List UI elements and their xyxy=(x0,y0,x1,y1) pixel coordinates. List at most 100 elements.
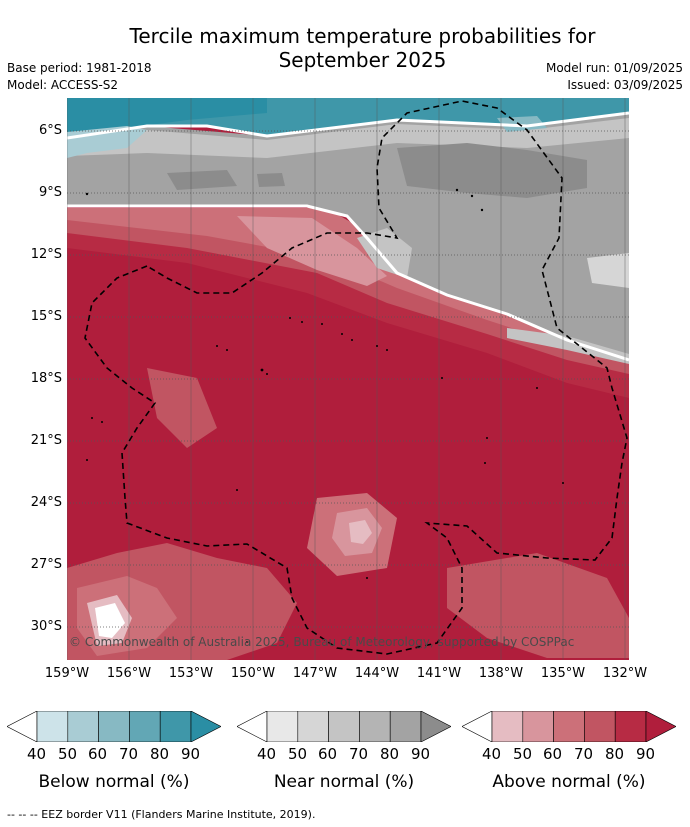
cb-above-tick-60: 60 xyxy=(543,745,563,763)
lon-tick-141w: 141°W xyxy=(416,666,462,681)
above-normal-title: Above normal (%) xyxy=(492,772,646,792)
lat-tick-6s: 6°S xyxy=(38,123,62,138)
southeast-patch-70 xyxy=(447,553,629,658)
near-patch-60 xyxy=(587,253,629,288)
near-patch-90-mid xyxy=(257,173,285,187)
eez-border xyxy=(84,100,628,655)
lat-tick-24s: 24°S xyxy=(30,495,62,510)
near-band-edge xyxy=(507,328,629,364)
title-line-2: September 2025 xyxy=(278,48,447,72)
cb-below-tick-60: 60 xyxy=(88,745,108,763)
cb-above-seg-4 xyxy=(584,710,616,743)
cb-below-seg-3 xyxy=(98,710,130,743)
cb-near-seg-1 xyxy=(266,710,299,743)
eez-legend-note: -- -- -- EEZ border V11 (Flanders Marine… xyxy=(7,808,316,821)
cb-below-seg-1 xyxy=(36,710,69,743)
cb-above-tick-90: 90 xyxy=(636,745,656,763)
lon-tick-147w: 147°W xyxy=(292,666,338,681)
cb-near-seg-5 xyxy=(389,710,422,743)
colorbar-above xyxy=(461,710,677,743)
lat-tick-30s: 30°S xyxy=(30,619,62,634)
cb-below-seg-6 xyxy=(190,710,222,743)
cb-below-tick-40: 40 xyxy=(27,745,47,763)
map-title: Tercile maximum temperature probabilitie… xyxy=(0,24,690,72)
near-patch-90-west xyxy=(167,170,237,190)
cb-above-seg-5 xyxy=(614,710,647,743)
lat-gridlines xyxy=(67,130,629,628)
base-period: Base period: 1981-2018 xyxy=(7,61,152,75)
cb-above-tick-40: 40 xyxy=(482,745,502,763)
colorbar-below-svg xyxy=(6,710,222,743)
lon-tick-150w: 150°W xyxy=(230,666,276,681)
cb-above-tick-80: 80 xyxy=(605,745,625,763)
west-patch-70 xyxy=(147,368,217,448)
cb-below-tick-80: 80 xyxy=(150,745,170,763)
above-patch-50 xyxy=(237,216,387,286)
model-run: Model run: 01/09/2025 xyxy=(545,61,683,75)
lon-tick-135w: 135°W xyxy=(540,666,586,681)
cb-above-tick-70: 70 xyxy=(574,745,594,763)
near-patch-90-east xyxy=(397,143,587,198)
lon-tick-156w: 156°W xyxy=(106,666,152,681)
cb-near-tick-90: 90 xyxy=(411,745,431,763)
cb-near-seg-2 xyxy=(297,710,329,743)
copyright-notice: © Commonwealth of Australia 2025, Bureau… xyxy=(69,635,575,649)
below-boundary xyxy=(67,111,629,140)
cb-below-tick-70: 70 xyxy=(119,745,139,763)
cb-above-seg-0 xyxy=(461,710,493,743)
probability-map xyxy=(67,98,629,660)
above-band-70 xyxy=(67,208,629,374)
cb-above-seg-6 xyxy=(645,710,677,743)
cb-near-tick-70: 70 xyxy=(349,745,369,763)
below-band-90 xyxy=(67,98,267,132)
cb-near-tick-80: 80 xyxy=(380,745,400,763)
below-patch-60 xyxy=(497,116,547,132)
islands xyxy=(85,188,564,643)
cb-near-tick-50: 50 xyxy=(288,745,308,763)
lon-tick-132w: 132°W xyxy=(602,666,648,681)
lat-tick-27s: 27°S xyxy=(30,557,62,572)
cb-near-seg-6 xyxy=(420,710,452,743)
lat-tick-21s: 21°S xyxy=(30,433,62,448)
lon-tick-153w: 153°W xyxy=(168,666,214,681)
above-boundary xyxy=(67,204,629,362)
issued-date: Issued: 03/09/2025 xyxy=(567,78,683,92)
cb-near-seg-0 xyxy=(236,710,268,743)
meta-right: Model run: 01/09/2025 Issued: 03/09/2025 xyxy=(546,60,683,94)
lon-tick-144w: 144°W xyxy=(354,666,400,681)
cb-below-tick-50: 50 xyxy=(58,745,78,763)
cb-below-seg-0 xyxy=(6,710,38,743)
model-name: Model: ACCESS-S2 xyxy=(7,78,119,92)
colorbar-above-svg xyxy=(461,710,677,743)
lat-tick-9s: 9°S xyxy=(38,185,62,200)
cb-below-tick-90: 90 xyxy=(181,745,201,763)
lon-tick-159w: 159°W xyxy=(44,666,90,681)
cb-above-seg-1 xyxy=(491,710,524,743)
cb-near-tick-40: 40 xyxy=(257,745,277,763)
lon-tick-138w: 138°W xyxy=(478,666,524,681)
cb-below-seg-5 xyxy=(159,710,192,743)
colorbar-below xyxy=(6,710,222,743)
cb-below-seg-2 xyxy=(67,710,99,743)
cb-below-seg-4 xyxy=(129,710,161,743)
near-band-70 xyxy=(67,118,629,158)
above-band-80 xyxy=(67,208,629,398)
cb-near-tick-60: 60 xyxy=(318,745,338,763)
lat-tick-12s: 12°S xyxy=(30,247,62,262)
lat-tick-15s: 15°S xyxy=(30,309,62,324)
lon-gridlines xyxy=(67,98,626,660)
cb-above-seg-3 xyxy=(553,710,585,743)
cb-above-seg-2 xyxy=(522,710,554,743)
meta-left: Base period: 1981-2018 Model: ACCESS-S2 xyxy=(7,60,152,94)
cb-near-seg-3 xyxy=(328,710,360,743)
cb-above-tick-50: 50 xyxy=(513,745,533,763)
central-patch-40 xyxy=(349,520,372,544)
map-canvas xyxy=(67,98,629,660)
colorbar-near xyxy=(236,710,452,743)
cb-near-seg-4 xyxy=(359,710,391,743)
title-line-1: Tercile maximum temperature probabilitie… xyxy=(129,24,596,48)
lat-tick-18s: 18°S xyxy=(30,371,62,386)
near-normal-title: Near normal (%) xyxy=(273,772,415,792)
south-white-spot xyxy=(95,603,125,638)
below-normal-title: Below normal (%) xyxy=(38,772,190,792)
